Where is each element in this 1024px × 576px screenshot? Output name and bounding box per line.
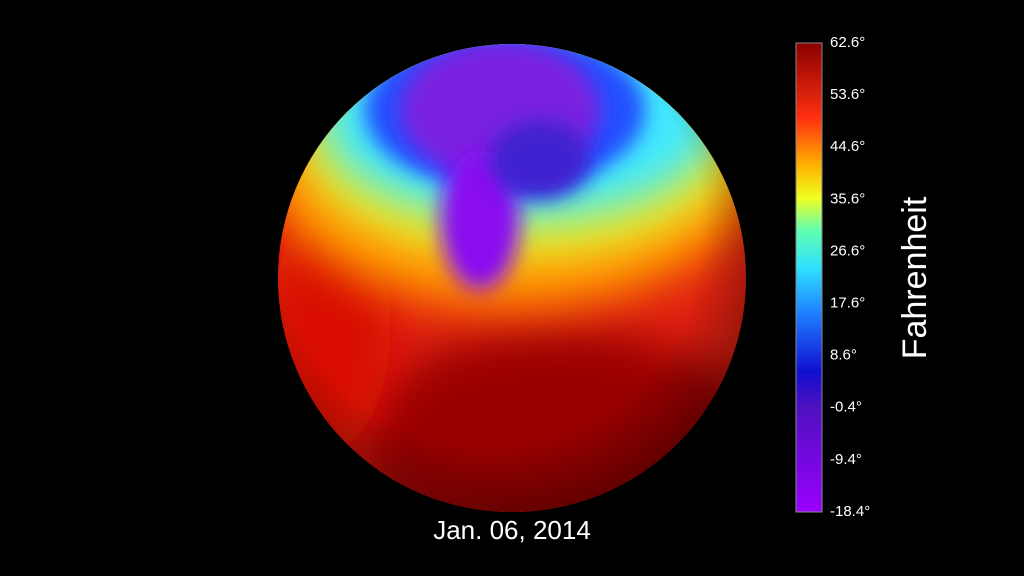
colorbar-tick-label: 44.6° — [830, 138, 865, 155]
colorbar-tick-label: 8.6° — [830, 347, 857, 364]
date-label: Jan. 06, 2014 — [433, 515, 591, 545]
colorbar-tick-label: 17.6° — [830, 295, 865, 312]
colorbar-tick-label: -9.4° — [830, 451, 862, 468]
colorbar-tick-label: -18.4° — [830, 503, 870, 520]
globe — [278, 44, 746, 512]
colorbar — [795, 42, 823, 513]
colorbar-tick-label: 62.6° — [830, 34, 865, 51]
colorbar-tick-label: 26.6° — [830, 242, 865, 259]
colorbar-title: Fahrenheit — [896, 196, 934, 359]
colorbar-tick-label: 53.6° — [830, 86, 865, 103]
colorbar-tick-label: -0.4° — [830, 399, 862, 416]
colorbar-tick-label: 35.6° — [830, 190, 865, 207]
colorbar-ticks: 62.6° 53.6° 44.6° 35.6° 26.6° 17.6° 8.6° -0.4° -… — [830, 34, 870, 520]
